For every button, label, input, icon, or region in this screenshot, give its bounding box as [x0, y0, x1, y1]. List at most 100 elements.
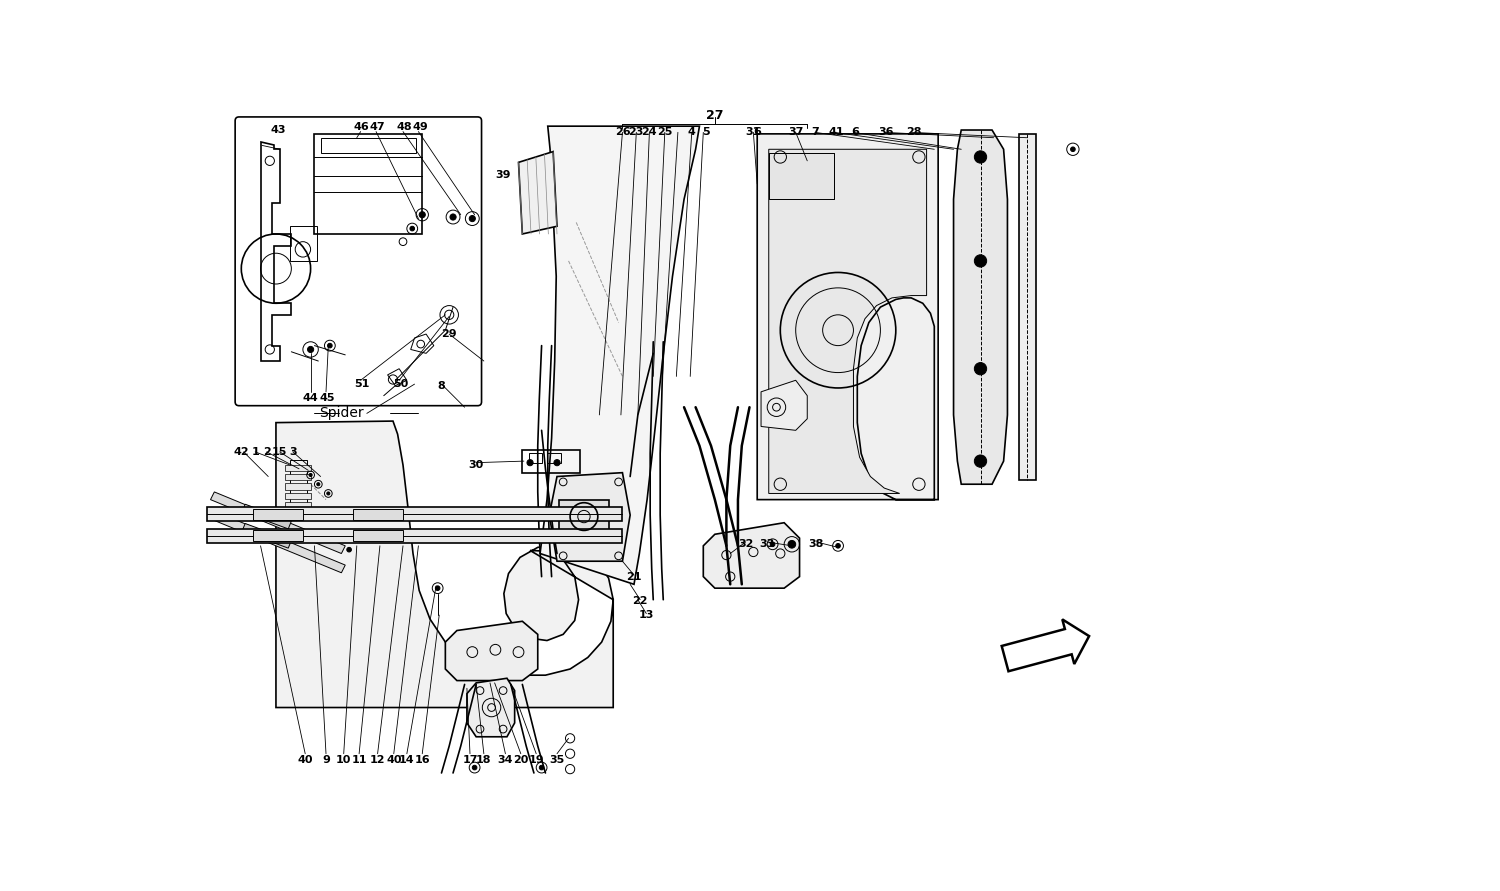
Circle shape	[450, 214, 456, 220]
Polygon shape	[540, 127, 699, 584]
Text: 18: 18	[476, 755, 492, 764]
Text: 20: 20	[513, 755, 528, 764]
Circle shape	[1071, 147, 1076, 151]
Text: 21: 21	[627, 572, 642, 582]
Text: 22: 22	[633, 596, 648, 606]
Text: 43: 43	[270, 125, 286, 135]
Text: 6: 6	[850, 127, 859, 137]
Text: 8: 8	[438, 380, 446, 390]
Bar	[254, 509, 303, 519]
Text: 10: 10	[336, 755, 351, 764]
Text: Spider: Spider	[320, 406, 363, 421]
Polygon shape	[549, 472, 630, 561]
Polygon shape	[276, 421, 614, 707]
Polygon shape	[758, 134, 938, 500]
Text: 25: 25	[657, 127, 672, 137]
Bar	[528, 454, 543, 462]
Bar	[290, 460, 306, 518]
Circle shape	[346, 547, 351, 552]
Bar	[290, 226, 316, 261]
Text: 47: 47	[370, 122, 386, 132]
Text: 13: 13	[639, 610, 654, 620]
Polygon shape	[210, 511, 345, 573]
Bar	[285, 502, 312, 508]
Circle shape	[788, 541, 795, 548]
Circle shape	[327, 492, 330, 495]
Circle shape	[554, 460, 560, 466]
Text: 41: 41	[828, 127, 844, 137]
Polygon shape	[1002, 619, 1089, 671]
Text: 1: 1	[252, 447, 260, 457]
Text: 2: 2	[262, 447, 270, 457]
Circle shape	[975, 255, 987, 267]
Text: 11: 11	[351, 755, 368, 764]
Circle shape	[975, 455, 987, 467]
Circle shape	[308, 347, 314, 353]
Circle shape	[309, 473, 312, 477]
Text: 40: 40	[386, 755, 402, 764]
Polygon shape	[210, 492, 345, 553]
Circle shape	[526, 460, 532, 466]
Circle shape	[470, 216, 476, 222]
Polygon shape	[242, 524, 291, 548]
Text: 33: 33	[759, 539, 776, 549]
Bar	[254, 530, 303, 541]
Polygon shape	[954, 130, 1008, 484]
Text: 24: 24	[642, 127, 657, 137]
Circle shape	[975, 151, 987, 163]
Text: 6: 6	[753, 127, 760, 137]
Text: 26: 26	[615, 127, 630, 137]
Circle shape	[771, 542, 776, 546]
Bar	[768, 153, 834, 200]
Circle shape	[419, 212, 426, 217]
Bar	[285, 493, 312, 499]
Text: 3: 3	[290, 447, 297, 457]
Text: 31: 31	[746, 127, 760, 137]
Polygon shape	[704, 523, 800, 588]
Text: 30: 30	[468, 460, 484, 470]
Text: 16: 16	[414, 755, 430, 764]
Text: 35: 35	[549, 755, 564, 764]
Bar	[285, 474, 312, 480]
FancyBboxPatch shape	[236, 117, 482, 405]
Text: 23: 23	[628, 127, 644, 137]
Text: 46: 46	[354, 122, 369, 132]
Bar	[560, 500, 609, 535]
Text: 7: 7	[812, 127, 819, 137]
Polygon shape	[519, 151, 556, 234]
Text: 17: 17	[462, 755, 477, 764]
Bar	[1019, 134, 1036, 480]
Circle shape	[435, 586, 439, 591]
Text: 28: 28	[906, 127, 921, 137]
Bar	[548, 454, 561, 462]
Text: 45: 45	[320, 393, 334, 403]
Text: 37: 37	[788, 127, 804, 137]
Text: 50: 50	[393, 379, 408, 389]
Polygon shape	[768, 153, 834, 200]
Text: 34: 34	[498, 755, 513, 764]
Polygon shape	[760, 380, 807, 430]
Bar	[285, 484, 312, 490]
Text: 42: 42	[234, 447, 249, 457]
Circle shape	[472, 765, 477, 770]
Polygon shape	[446, 621, 537, 681]
Text: 29: 29	[441, 329, 458, 339]
Bar	[522, 450, 580, 472]
Polygon shape	[768, 150, 927, 494]
Text: 14: 14	[399, 755, 414, 764]
Bar	[285, 465, 312, 471]
Circle shape	[540, 765, 544, 770]
Polygon shape	[261, 142, 291, 361]
Bar	[207, 507, 622, 521]
Bar	[315, 134, 423, 234]
Polygon shape	[242, 504, 291, 529]
Bar	[285, 511, 312, 518]
Text: 15: 15	[272, 447, 286, 457]
Text: 38: 38	[808, 539, 824, 549]
Circle shape	[316, 483, 320, 486]
Text: 39: 39	[495, 169, 512, 180]
Text: 40: 40	[297, 755, 314, 764]
Text: 32: 32	[738, 539, 753, 549]
Text: 48: 48	[396, 122, 412, 132]
Bar	[207, 529, 622, 543]
